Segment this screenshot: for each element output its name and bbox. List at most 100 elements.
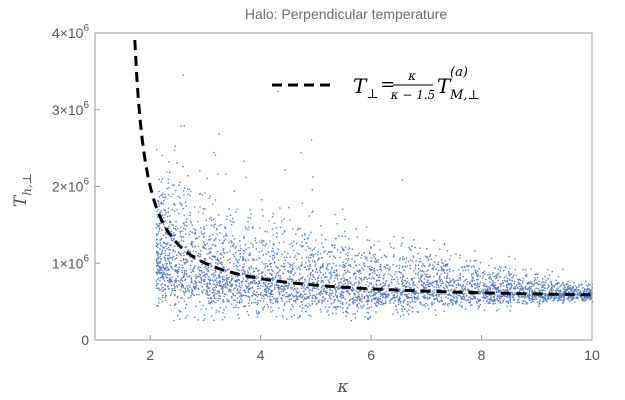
scatter-point — [415, 292, 418, 294]
scatter-point — [189, 250, 191, 252]
scatter-point — [434, 309, 436, 311]
scatter-point — [197, 221, 199, 223]
scatter-point — [184, 246, 187, 249]
scatter-point — [545, 282, 547, 284]
scatter-point — [384, 284, 386, 287]
scatter-point — [440, 269, 442, 272]
scatter-point — [509, 267, 511, 270]
scatter-point — [194, 265, 196, 267]
scatter-point — [178, 266, 181, 268]
scatter-point — [447, 290, 450, 292]
scatter-point — [159, 241, 161, 244]
scatter-point — [307, 245, 309, 248]
scatter-point — [343, 280, 345, 282]
scatter-point — [169, 304, 172, 306]
scatter-point — [343, 273, 345, 275]
scatter-point — [477, 282, 479, 285]
scatter-point — [214, 239, 216, 241]
scatter-point — [573, 294, 576, 297]
scatter-point — [157, 233, 159, 235]
scatter-point — [217, 299, 219, 302]
scatter-point — [162, 222, 164, 224]
scatter-point — [189, 194, 191, 197]
scatter-point — [264, 265, 267, 267]
scatter-point — [544, 281, 546, 284]
scatter-point — [494, 286, 497, 289]
scatter-point — [296, 252, 299, 254]
scatter-point — [200, 279, 203, 281]
scatter-point — [405, 285, 407, 288]
scatter-point — [235, 284, 237, 286]
scatter-point — [355, 278, 357, 280]
scatter-point — [211, 291, 214, 294]
scatter-point — [531, 292, 533, 294]
scatter-point — [183, 222, 185, 225]
scatter-point — [470, 298, 472, 300]
scatter-point — [590, 294, 593, 296]
scatter-point — [357, 295, 359, 297]
scatter-point — [273, 243, 275, 246]
scatter-point — [495, 278, 497, 280]
scatter-point — [278, 284, 280, 287]
scatter-point — [198, 266, 200, 268]
scatter-point — [232, 244, 234, 247]
scatter-point — [204, 317, 206, 320]
scatter-point — [330, 268, 333, 271]
scatter-point — [478, 306, 481, 308]
scatter-point — [484, 297, 486, 300]
scatter-point — [321, 266, 323, 268]
scatter-point — [306, 296, 308, 298]
scatter-point — [326, 293, 328, 296]
scatter-point — [262, 244, 264, 247]
scatter-point — [551, 295, 554, 297]
scatter-point — [427, 293, 429, 295]
scatter-point — [213, 287, 215, 289]
scatter-point — [311, 253, 313, 255]
scatter-point — [214, 154, 217, 156]
scatter-point — [428, 282, 430, 284]
scatter-point — [249, 287, 251, 289]
scatter-point — [201, 286, 204, 288]
scatter-point — [351, 289, 353, 291]
scatter-point — [250, 242, 252, 244]
scatter-point — [446, 303, 449, 305]
scatter-point — [195, 282, 197, 284]
scatter-point — [177, 295, 179, 298]
scatter-point — [218, 297, 220, 300]
scatter-point — [160, 284, 162, 286]
scatter-point — [552, 289, 555, 291]
scatter-point — [234, 280, 236, 282]
scatter-point — [244, 291, 246, 293]
scatter-point — [198, 252, 200, 255]
scatter-point — [579, 291, 581, 293]
scatter-point — [557, 276, 560, 278]
scatter-point — [477, 286, 479, 288]
scatter-point — [275, 300, 277, 302]
scatter-point — [422, 285, 424, 287]
scatter-point — [176, 208, 178, 211]
scatter-point — [576, 296, 578, 298]
scatter-point — [173, 238, 175, 240]
scatter-point — [386, 264, 388, 266]
scatter-point — [452, 303, 454, 305]
scatter-point — [436, 272, 438, 274]
scatter-point — [473, 283, 475, 285]
scatter-point — [181, 287, 183, 289]
scatter-point — [583, 291, 585, 293]
scatter-point — [379, 249, 381, 251]
scatter-point — [587, 285, 589, 287]
scatter-point — [262, 282, 265, 284]
scatter-point — [497, 300, 500, 302]
scatter-point — [253, 290, 256, 292]
scatter-point — [486, 300, 488, 302]
scatter-point — [531, 295, 533, 298]
scatter-point — [394, 299, 396, 302]
scatter-point — [193, 232, 195, 234]
scatter-point — [342, 248, 344, 250]
scatter-point — [474, 250, 476, 252]
scatter-point — [207, 297, 209, 299]
scatter-point — [318, 274, 320, 277]
scatter-point — [326, 264, 329, 267]
scatter-point — [169, 244, 171, 246]
scatter-point — [460, 298, 463, 300]
